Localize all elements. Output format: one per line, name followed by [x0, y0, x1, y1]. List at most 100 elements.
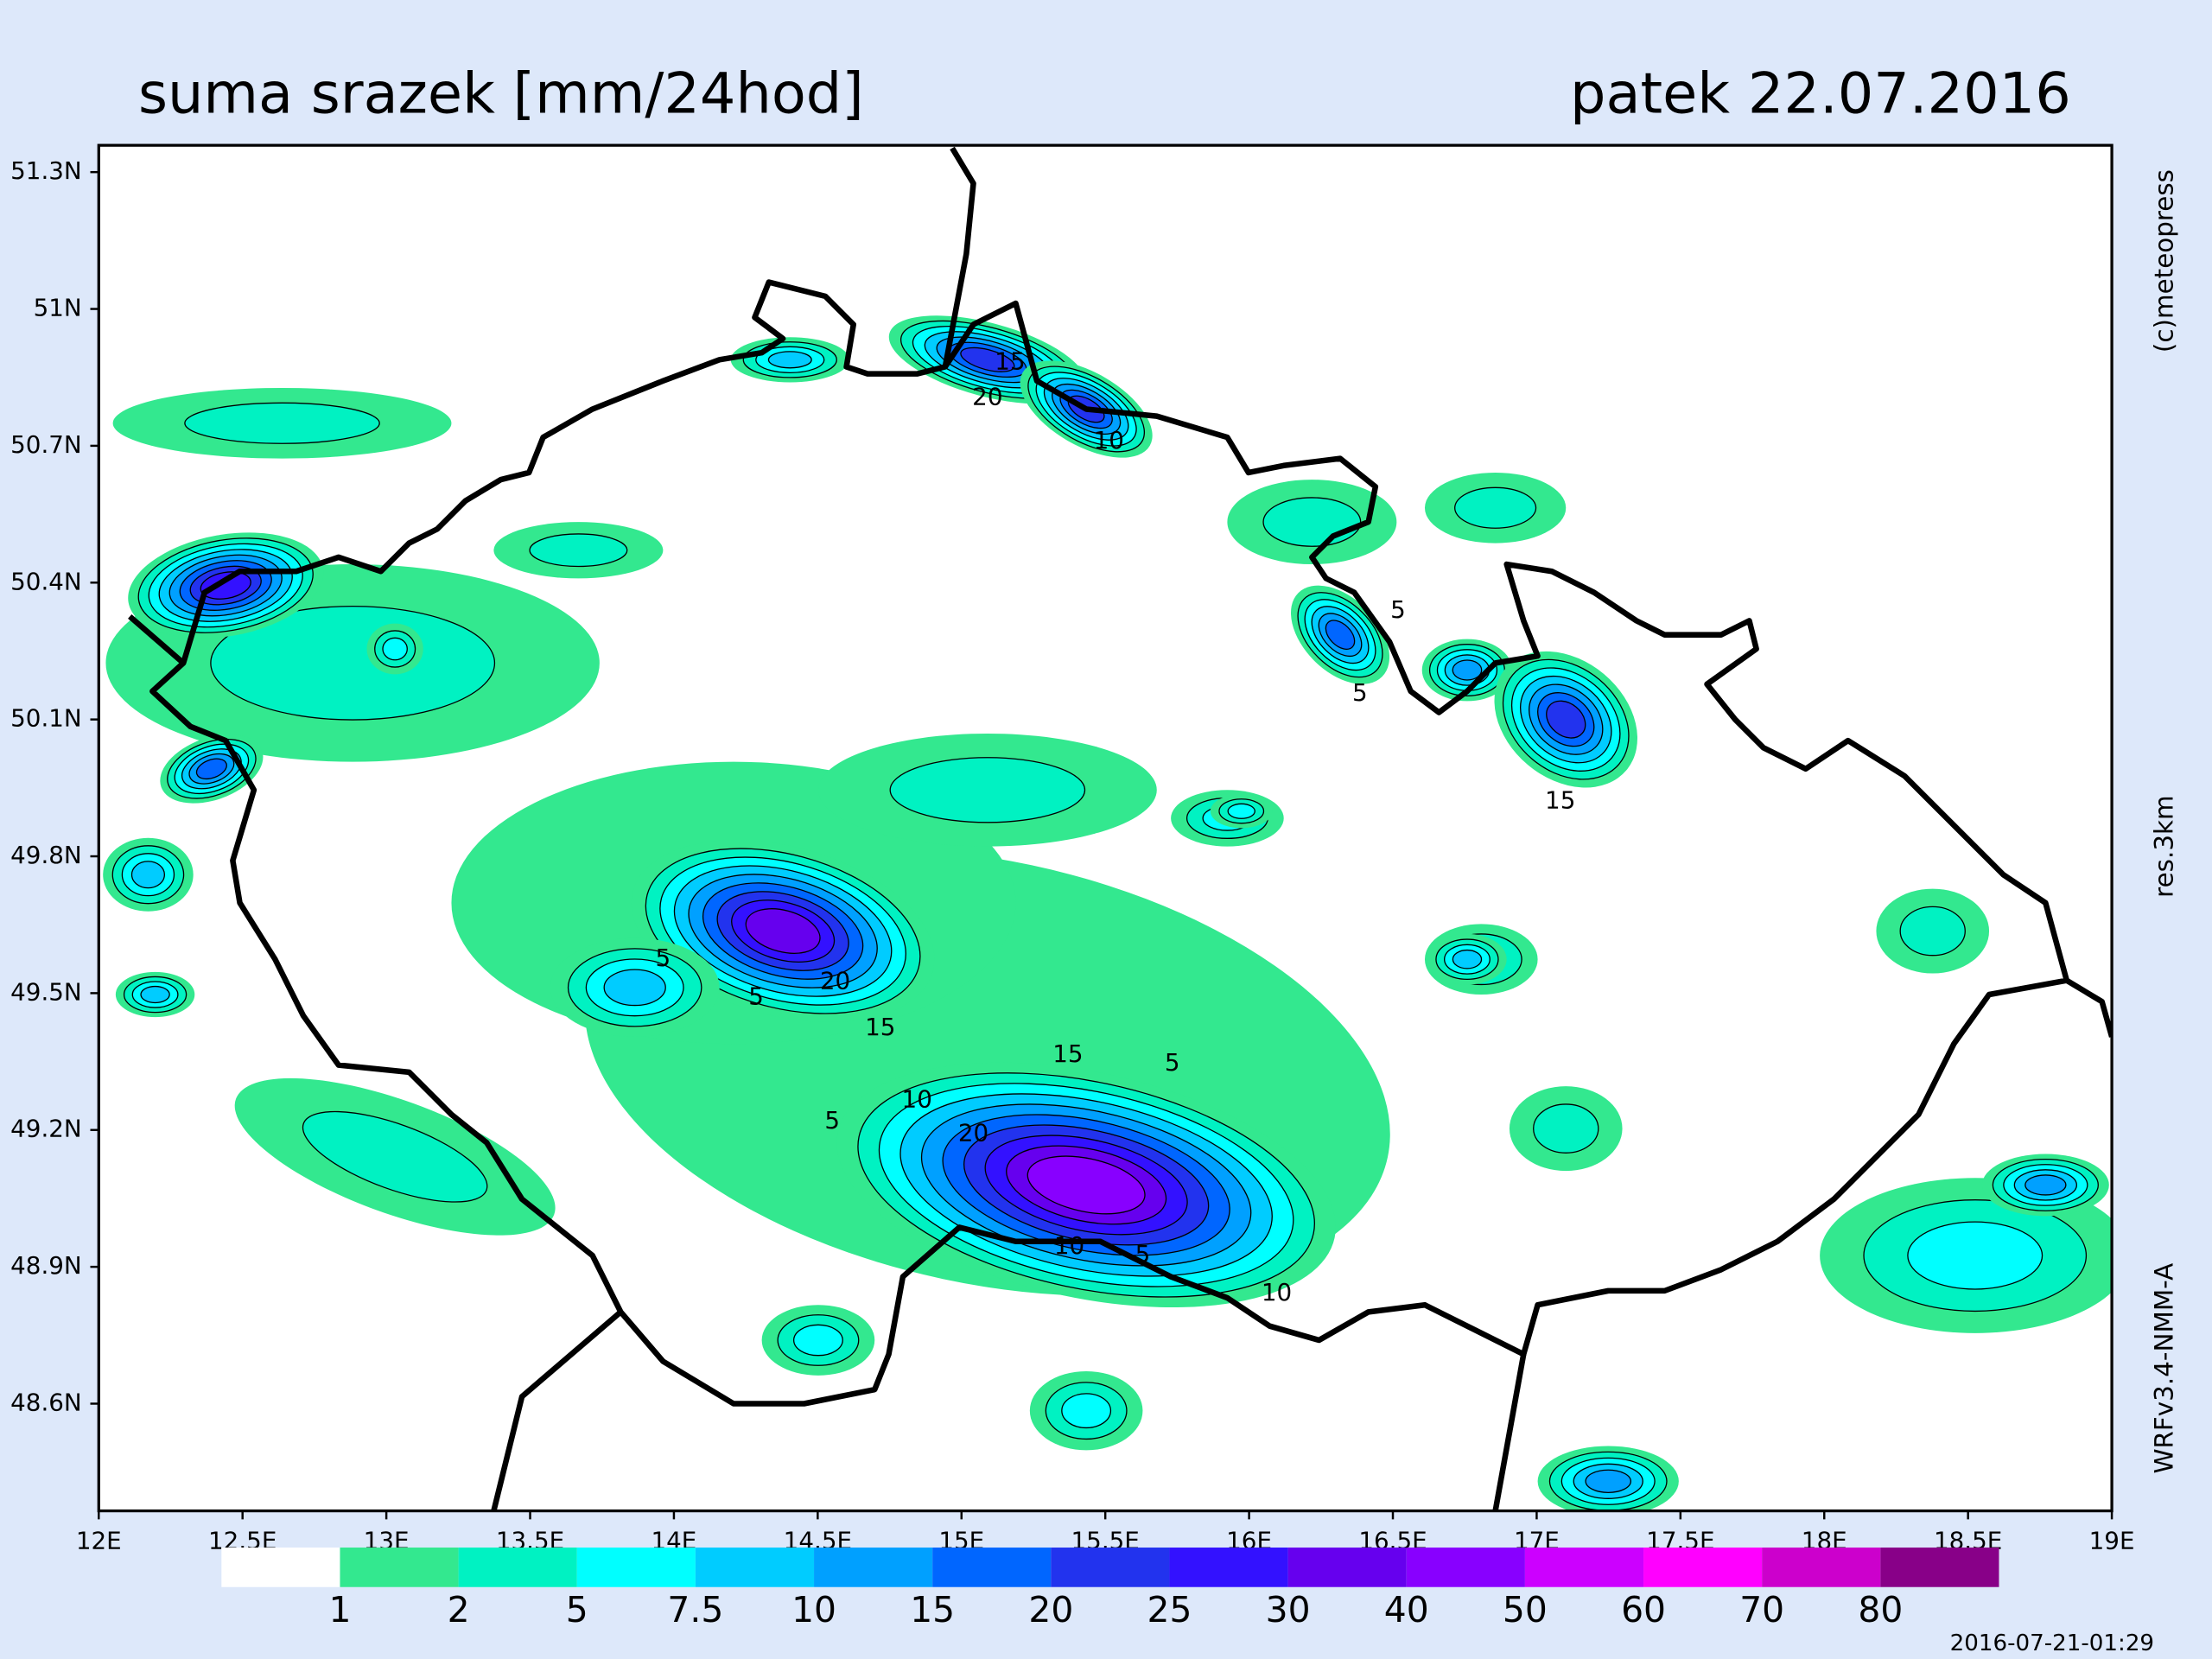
- legend-label: 80: [1858, 1589, 1903, 1630]
- rain-contour: [382, 637, 408, 661]
- contour-label: 10: [1262, 1278, 1292, 1306]
- lat-label: 49.2N: [10, 1115, 82, 1143]
- rain-contour: [2024, 1174, 2067, 1196]
- other-border: [1492, 1353, 1527, 1511]
- legend-label: 10: [791, 1589, 836, 1630]
- rain-contour: [1546, 700, 1586, 739]
- legend-swatch: [1643, 1548, 1763, 1587]
- lat-label: 50.7N: [10, 430, 82, 459]
- legend-swatch: [1169, 1548, 1288, 1587]
- contour-label: 15: [1545, 785, 1575, 814]
- resolution: res.3km: [2149, 795, 2178, 897]
- copyright: (c)meteopress: [2149, 169, 2178, 353]
- other-border: [942, 146, 976, 368]
- lat-label: 51N: [34, 294, 82, 322]
- legend-swatch: [1051, 1548, 1170, 1587]
- contour-label: 5: [824, 1106, 840, 1135]
- legend-label: 15: [910, 1589, 955, 1630]
- other-border: [128, 614, 186, 665]
- date: patek 22.07.2016: [1570, 61, 2071, 127]
- rain-contour: [1452, 659, 1483, 681]
- other-border: [2065, 977, 2113, 1038]
- czech-border: [149, 279, 2070, 1407]
- contour-label: 5: [748, 982, 764, 1010]
- legend-swatch: [1762, 1548, 1881, 1587]
- lat-label: 48.6N: [10, 1388, 82, 1416]
- legend-swatch: [221, 1548, 340, 1587]
- lat-label: 50.1N: [10, 704, 82, 733]
- rain-contour: [1061, 1393, 1112, 1429]
- lon-label: 12E: [76, 1526, 122, 1554]
- contour-label: 15: [1052, 1039, 1083, 1068]
- legend-swatch: [814, 1548, 933, 1587]
- contour-label: 5: [1352, 678, 1368, 707]
- legend-label: 30: [1266, 1589, 1311, 1630]
- contour-label: 5: [1390, 595, 1406, 624]
- borders: [128, 146, 2113, 1511]
- legend-swatch: [458, 1548, 577, 1587]
- rain-contour: [1227, 803, 1255, 819]
- rain-contour: [184, 402, 380, 444]
- contour-label: 5: [656, 944, 671, 972]
- rain-contour: [1907, 1221, 2044, 1290]
- legend-swatch: [576, 1548, 696, 1587]
- legend-label: 7.5: [667, 1589, 723, 1630]
- rain-contour: [889, 757, 1086, 823]
- other-border: [491, 1309, 623, 1511]
- lon-label: 19E: [2089, 1526, 2135, 1554]
- legend-label: 25: [1147, 1589, 1192, 1630]
- contour-label: 5: [1135, 1240, 1151, 1268]
- rain-contour: [210, 605, 496, 721]
- rain-contour: [767, 351, 812, 369]
- contour-label: 10: [1054, 1231, 1084, 1260]
- legend-swatch: [340, 1548, 459, 1587]
- rain-contour: [1533, 1103, 1599, 1154]
- legend-swatch: [1880, 1548, 1999, 1587]
- legend-swatch: [932, 1548, 1052, 1587]
- rain-contour: [200, 571, 251, 600]
- lat-label: 50.4N: [10, 567, 82, 595]
- rain-contour: [603, 969, 666, 1007]
- contour-label: 20: [958, 1119, 988, 1147]
- lat-label: 49.5N: [10, 977, 82, 1006]
- rain-contour: [529, 533, 628, 568]
- rain-contour: [745, 908, 821, 954]
- contour-label: 10: [1094, 426, 1124, 454]
- contour-label: 5: [1165, 1048, 1180, 1077]
- legend-label: 60: [1621, 1589, 1666, 1630]
- lat-label: 51.3N: [10, 156, 82, 185]
- legend-label: 40: [1384, 1589, 1429, 1630]
- rain-contour: [1454, 486, 1537, 529]
- rain-contour: [960, 346, 1015, 372]
- legend-label: 1: [328, 1589, 351, 1630]
- legend-swatch: [1287, 1548, 1407, 1587]
- lat-label: 49.8N: [10, 841, 82, 869]
- model: WRFv3.4-NMM-A: [2149, 1263, 2178, 1474]
- legend-swatch: [695, 1548, 815, 1587]
- precipitation-field: [103, 315, 2113, 1511]
- contour-label: 15: [995, 347, 1025, 376]
- timestamp: 2016-07-21-01:29: [1950, 1630, 2154, 1656]
- legend-swatch: [1524, 1548, 1644, 1587]
- legend-label: 20: [1028, 1589, 1073, 1630]
- legend-label: 50: [1503, 1589, 1548, 1630]
- legend-label: 5: [566, 1589, 588, 1630]
- legend-label: 2: [448, 1589, 470, 1630]
- rain-contour: [130, 861, 166, 889]
- contour-label: 10: [902, 1084, 932, 1113]
- rain-contour: [1452, 949, 1483, 969]
- rain-contour: [140, 985, 170, 1004]
- legend-swatch: [1406, 1548, 1525, 1587]
- rain-contour: [1899, 906, 1966, 957]
- rain-contour: [1325, 620, 1356, 650]
- contour-label: 15: [865, 1013, 895, 1041]
- legend-label: 70: [1739, 1589, 1784, 1630]
- rain-contour: [792, 1324, 843, 1357]
- contour-label: 20: [972, 382, 1002, 410]
- lat-label: 48.9N: [10, 1251, 82, 1280]
- rain-contour: [302, 1110, 488, 1203]
- title: suma srazek [mm/24hod]: [138, 61, 864, 127]
- rain-contour: [1262, 497, 1362, 547]
